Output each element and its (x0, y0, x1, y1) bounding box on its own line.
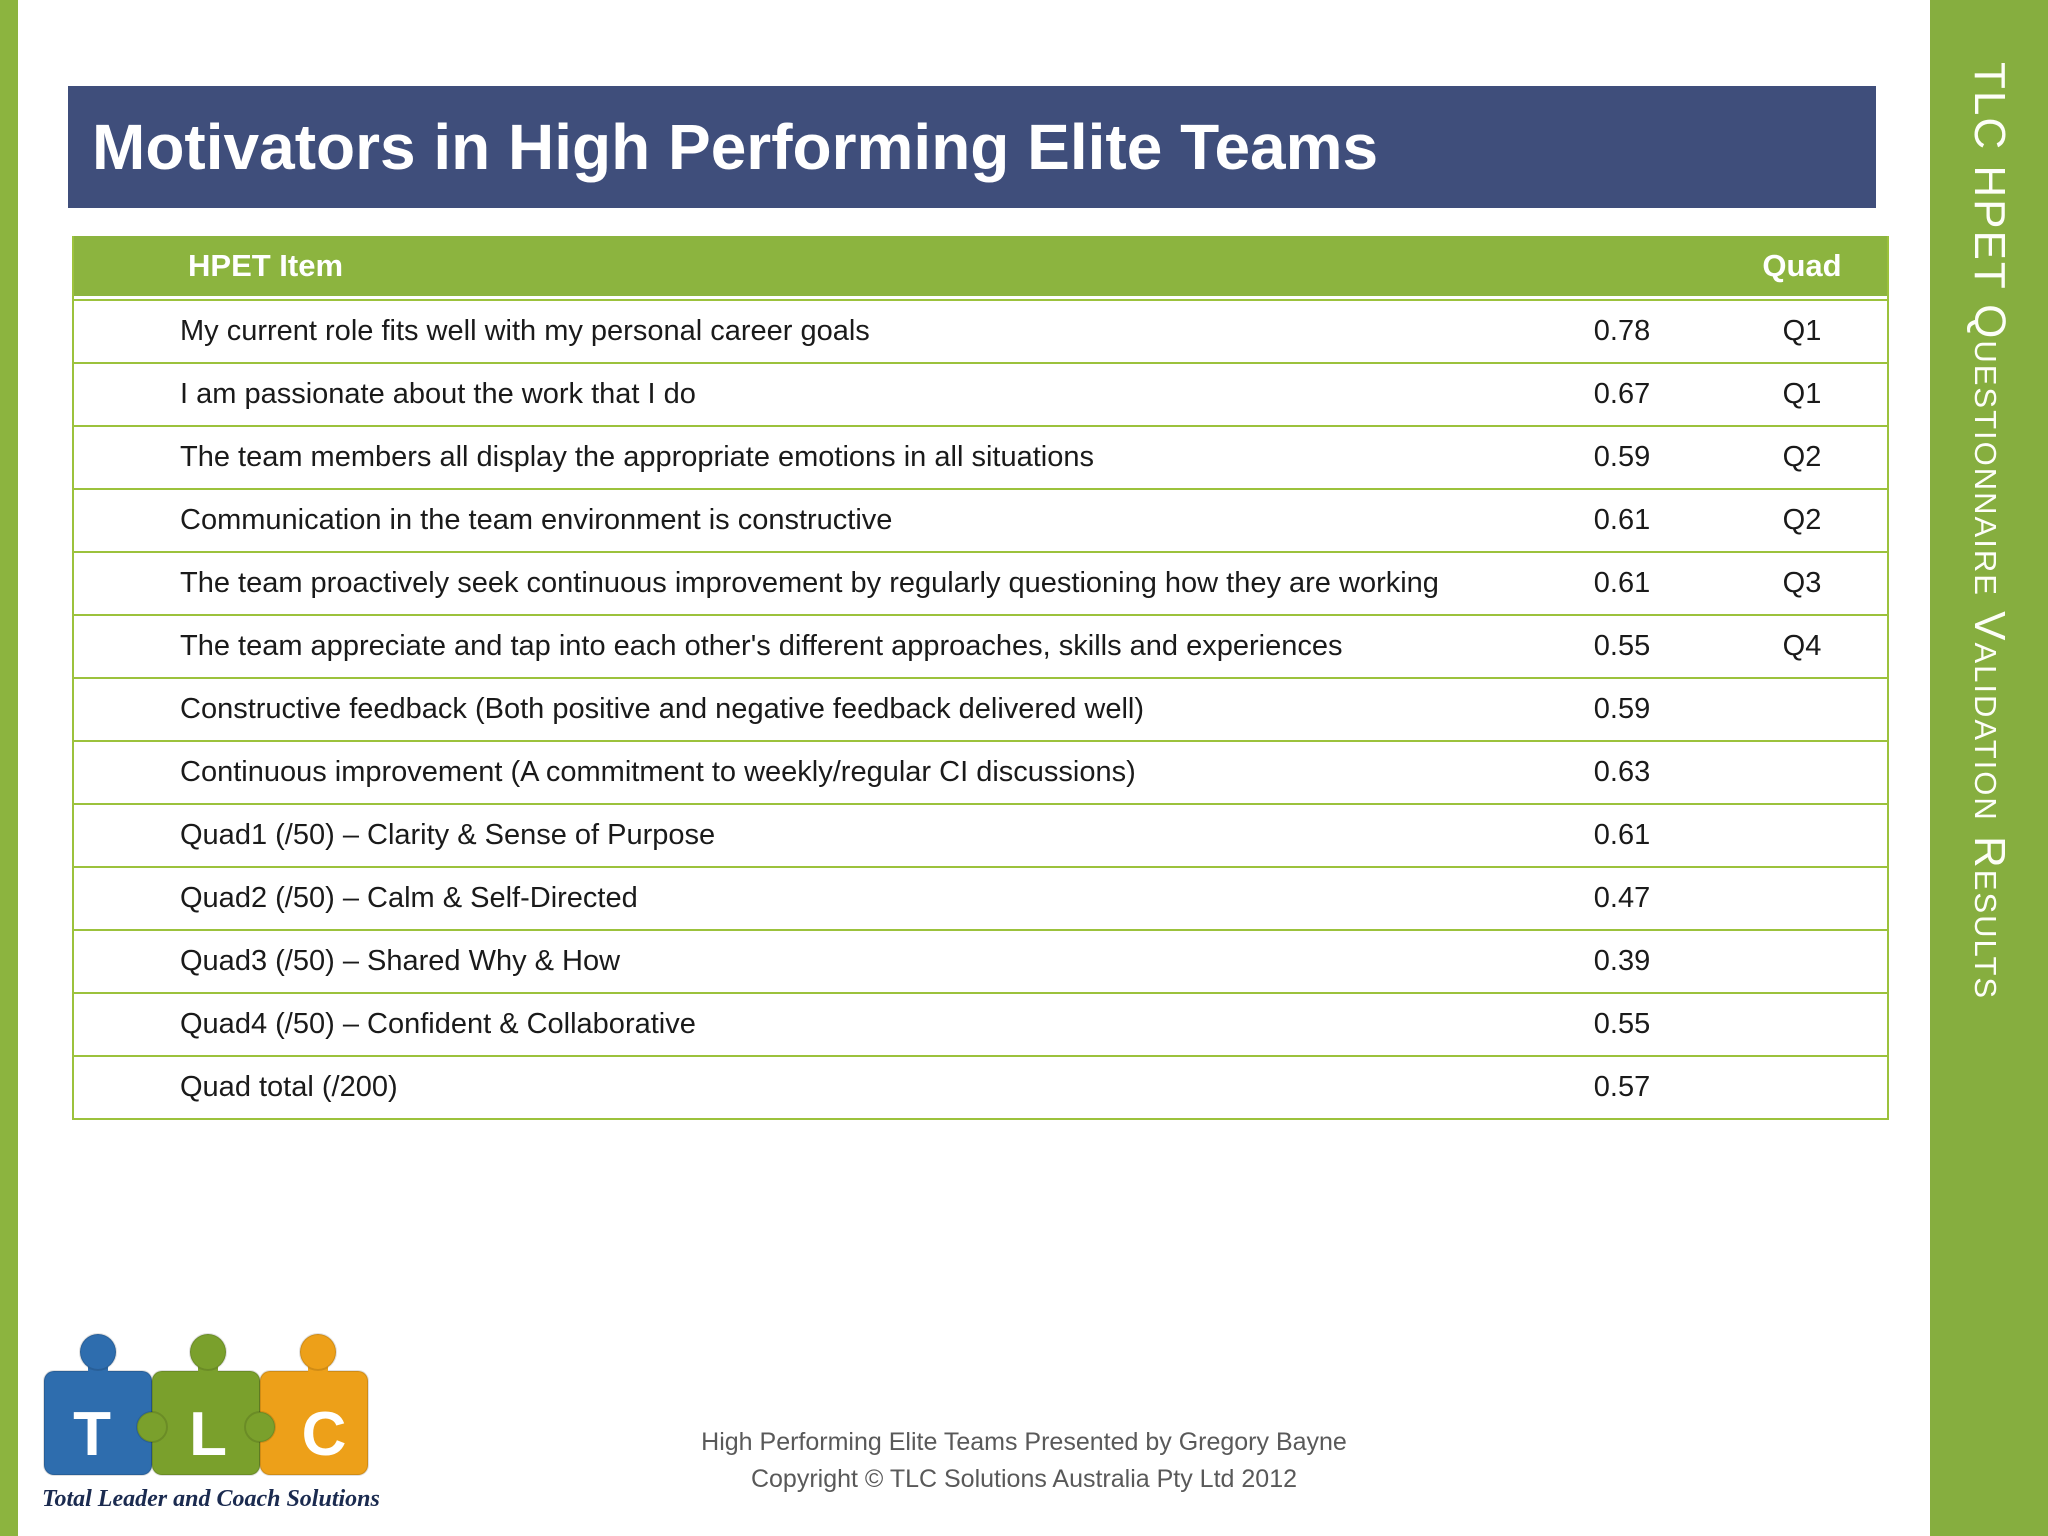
row-item-text: Quad3 (/50) – Shared Why & How (180, 945, 621, 977)
sidebar-vertical-title: TLC HPET Questionnaire Validation Result… (1965, 62, 2014, 1001)
logo-letter-t: T (73, 1400, 111, 1469)
table-row: Constructive feedback (Both positive and… (74, 677, 1887, 740)
table-row: The team appreciate and tap into each ot… (74, 614, 1887, 677)
row-item-text: The team proactively seek continuous imp… (180, 567, 1439, 599)
logo-caption: Total Leader and Coach Solutions (42, 1486, 380, 1512)
row-correlation-value: 0.55 (1593, 1008, 1651, 1040)
row-quad-label: Q1 (1782, 315, 1822, 347)
column-header-quad: Quad (1762, 248, 1842, 283)
table-row: Quad1 (/50) – Clarity & Sense of Purpose… (74, 803, 1887, 866)
row-item-text: The team appreciate and tap into each ot… (180, 630, 1343, 662)
footer: High Performing Elite Teams Presented by… (0, 1424, 2048, 1498)
row-item-text: Quad4 (/50) – Confident & Collaborative (180, 1008, 696, 1040)
hpet-results-table: HPET Item Quad My current role fits well… (72, 236, 1889, 1120)
title-bar: Motivators in High Performing Elite Team… (68, 86, 1876, 208)
row-correlation-value: 0.67 (1593, 378, 1651, 410)
table-row: The team members all display the appropr… (74, 425, 1887, 488)
row-item-text: Communication in the team environment is… (180, 504, 893, 536)
table-row: Quad3 (/50) – Shared Why & How 0.39 (74, 929, 1887, 992)
row-correlation-value: 0.63 (1593, 756, 1651, 788)
row-item-text: Continuous improvement (A commitment to … (180, 756, 1136, 788)
row-quad-label: Q3 (1782, 567, 1822, 599)
table-row: Quad total (/200) 0.57 (74, 1055, 1887, 1118)
puzzle-connector-right (244, 1411, 276, 1443)
table-header-row: HPET Item Quad (74, 236, 1887, 296)
logo-letter-l: L (189, 1400, 227, 1469)
row-quad-label: Q1 (1782, 378, 1822, 410)
row-correlation-value: 0.55 (1593, 630, 1651, 662)
row-correlation-value: 0.61 (1593, 819, 1651, 851)
table-row: My current role fits well with my person… (74, 299, 1887, 362)
row-item-text: My current role fits well with my person… (180, 315, 870, 347)
row-item-text: The team members all display the appropr… (180, 441, 1094, 473)
row-item-text: Constructive feedback (Both positive and… (180, 693, 1144, 725)
table-row: Continuous improvement (A commitment to … (74, 740, 1887, 803)
row-correlation-value: 0.61 (1593, 567, 1651, 599)
table-row: Quad2 (/50) – Calm & Self-Directed 0.47 (74, 866, 1887, 929)
row-quad-label: Q2 (1782, 504, 1822, 536)
puzzle-head-blue (79, 1333, 117, 1371)
puzzle-connector-left (136, 1411, 168, 1443)
row-correlation-value: 0.59 (1593, 693, 1651, 725)
row-correlation-value: 0.47 (1593, 882, 1651, 914)
logo-letter-c: C (302, 1400, 347, 1469)
table-row: I am passionate about the work that I do… (74, 362, 1887, 425)
row-quad-label: Q2 (1782, 441, 1822, 473)
table-row: Quad4 (/50) – Confident & Collaborative … (74, 992, 1887, 1055)
table-row: The team proactively seek continuous imp… (74, 551, 1887, 614)
table-row: Communication in the team environment is… (74, 488, 1887, 551)
left-accent-strip (0, 0, 18, 1536)
row-quad-label: Q4 (1782, 630, 1822, 662)
puzzle-head-green (189, 1333, 227, 1371)
right-sidebar: TLC HPET Questionnaire Validation Result… (1930, 0, 2048, 1536)
row-item-text: Quad1 (/50) – Clarity & Sense of Purpose (180, 819, 716, 851)
table-body: My current role fits well with my person… (74, 299, 1887, 1118)
row-item-text: Quad total (/200) (180, 1071, 398, 1103)
column-header-hpet-item: HPET Item (188, 248, 344, 283)
row-correlation-value: 0.59 (1593, 441, 1651, 473)
row-correlation-value: 0.78 (1593, 315, 1651, 347)
footer-copyright-line: Copyright © TLC Solutions Australia Pty … (750, 1465, 1298, 1493)
footer-presenter-line: High Performing Elite Teams Presented by… (701, 1428, 1347, 1456)
row-correlation-value: 0.39 (1593, 945, 1651, 977)
tlc-puzzle-logo-graphic: T L C (43, 1333, 369, 1476)
row-correlation-value: 0.61 (1593, 504, 1651, 536)
row-item-text: Quad2 (/50) – Calm & Self-Directed (180, 882, 638, 914)
slide-title: Motivators in High Performing Elite Team… (92, 111, 1379, 183)
row-item-text: I am passionate about the work that I do (180, 378, 696, 410)
row-correlation-value: 0.57 (1593, 1071, 1651, 1103)
tlc-logo: T L C Total Leader and Coach Solutions (42, 1333, 380, 1513)
puzzle-head-orange (299, 1333, 337, 1371)
